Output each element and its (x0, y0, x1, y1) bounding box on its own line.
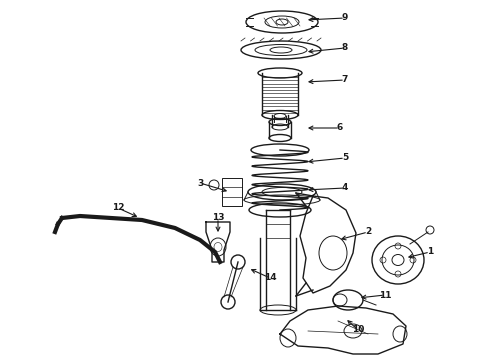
Text: 3: 3 (197, 179, 203, 188)
Text: 8: 8 (342, 44, 348, 53)
Text: 9: 9 (342, 13, 348, 22)
Text: 11: 11 (379, 291, 391, 300)
Text: 14: 14 (264, 274, 276, 283)
Text: 6: 6 (337, 123, 343, 132)
Text: 7: 7 (342, 76, 348, 85)
Text: 4: 4 (342, 184, 348, 193)
Bar (222, 178, 242, 206)
Text: 1: 1 (427, 248, 433, 256)
Text: 2: 2 (365, 228, 371, 237)
Text: 12: 12 (112, 203, 124, 212)
Text: 5: 5 (342, 153, 348, 162)
Text: 10: 10 (352, 325, 364, 334)
Text: 13: 13 (212, 213, 224, 222)
